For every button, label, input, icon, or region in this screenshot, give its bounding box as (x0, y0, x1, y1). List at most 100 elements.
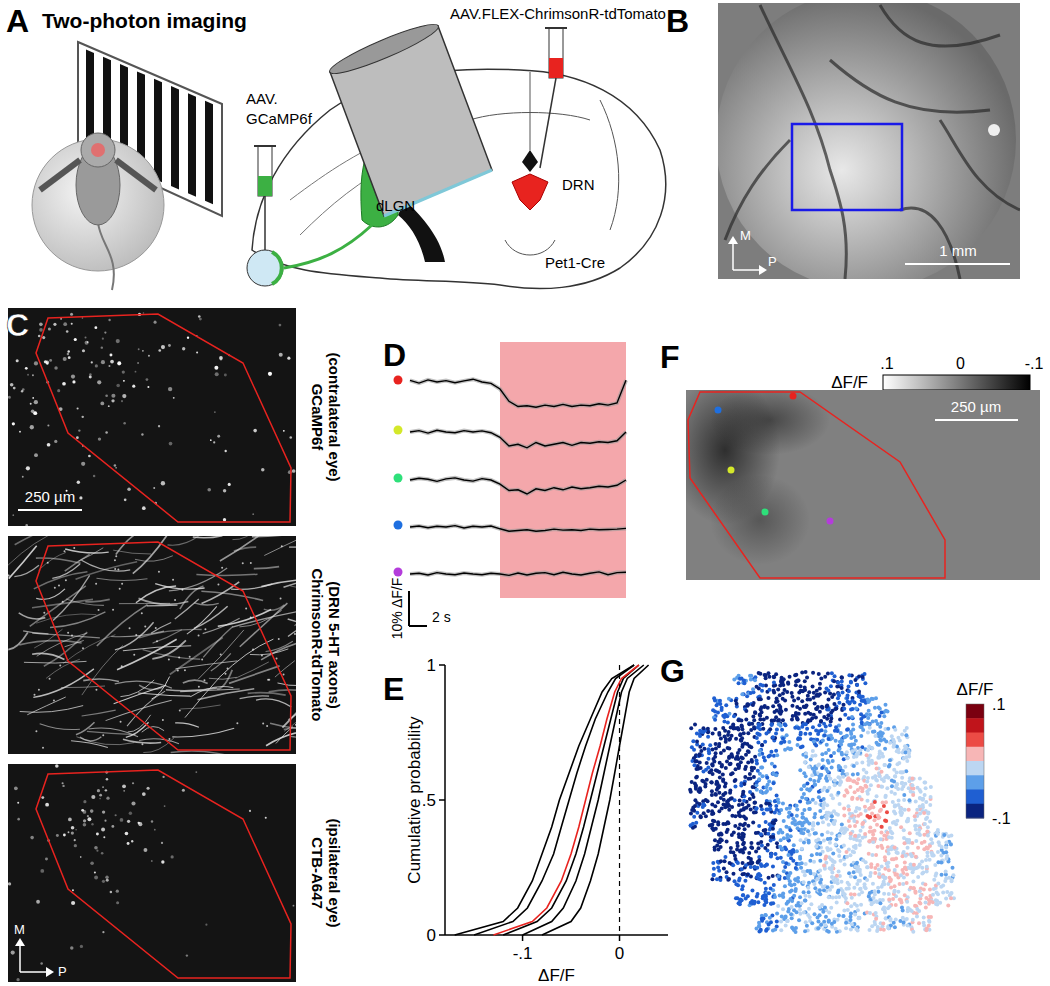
axon (155, 584, 204, 590)
cell-dot (691, 822, 695, 826)
cell-dot (811, 671, 815, 675)
cell-dot (695, 740, 699, 744)
speckle (100, 401, 104, 405)
roi-marker (394, 474, 403, 483)
cell-dot (768, 727, 772, 731)
axon (234, 547, 256, 551)
cell-dot (800, 795, 804, 799)
cell-dot (900, 781, 904, 785)
speckle (155, 627, 157, 629)
region-label: dLGN (376, 197, 415, 214)
cell-dot (815, 738, 819, 742)
cell-dot (793, 673, 797, 677)
cell-dot (706, 765, 710, 769)
cell-dot (777, 710, 781, 714)
arrowhead (728, 236, 738, 244)
cell-dot (840, 675, 844, 679)
speckle (114, 568, 116, 570)
cell-dot (771, 735, 775, 739)
cell-dot (875, 778, 879, 782)
cell-dot (852, 701, 856, 705)
cell-dot (731, 771, 735, 775)
axon (123, 739, 161, 743)
cell-dot (855, 752, 859, 756)
cell-dot (790, 695, 794, 699)
cell-dot (777, 801, 781, 805)
cell-dot (699, 749, 703, 753)
cell-dot (774, 749, 778, 753)
cell-dot (781, 697, 785, 701)
speckle (224, 673, 226, 675)
speckle (97, 789, 100, 792)
cell-dot (824, 776, 828, 780)
cell-dot (856, 772, 860, 776)
speckle (187, 336, 189, 338)
cell (820, 748, 846, 776)
grating-stripe (205, 101, 213, 204)
colorbar-tick-label: -.1 (992, 810, 1011, 827)
axon (113, 550, 151, 554)
scale-bar-label: 250 µm (25, 488, 75, 505)
cell-dot (841, 691, 845, 695)
cell-dot (779, 740, 783, 744)
panel-letter: A (6, 3, 29, 39)
speckle (184, 669, 186, 671)
speckle (224, 373, 227, 376)
cell-dot (752, 801, 756, 805)
cell-dot (887, 765, 891, 769)
cell-dot (816, 694, 820, 698)
axon (198, 630, 244, 679)
head-bar (40, 160, 80, 190)
cell-dot (874, 696, 878, 700)
speckle (177, 670, 179, 672)
speckle (85, 341, 89, 345)
speckle (67, 632, 69, 634)
speckle (198, 686, 200, 688)
cell-dot (761, 684, 765, 688)
speckle (116, 889, 119, 892)
cell-dot (808, 718, 812, 722)
cell-dot (839, 779, 843, 783)
scale-bar-label: 1 mm (939, 242, 977, 259)
cell-dot (863, 681, 867, 685)
cell (733, 800, 757, 827)
micrograph (8, 764, 296, 982)
speckle (182, 789, 185, 792)
speckle (101, 360, 105, 364)
arrowhead (15, 938, 25, 946)
cell-dot (770, 736, 774, 740)
cell-dot (840, 686, 844, 690)
cell-dot (720, 763, 724, 767)
speckle (17, 802, 19, 804)
cell-dot (903, 729, 907, 733)
cell-dot (762, 718, 766, 722)
speckle (102, 734, 104, 736)
cell-dot (695, 731, 699, 735)
cell-dot (702, 779, 706, 783)
cell-dot (772, 689, 776, 693)
cell-dot (783, 722, 787, 726)
speckle (199, 318, 202, 321)
trace (410, 572, 626, 576)
cell-dot (817, 729, 821, 733)
cell-dot (694, 783, 698, 787)
cell (843, 722, 868, 751)
vessel (830, 60, 990, 112)
head-bar (116, 160, 156, 190)
cell-dot (693, 759, 697, 763)
axon (203, 618, 240, 633)
speckle (93, 475, 95, 477)
speckle (219, 356, 223, 360)
cell-dot (743, 822, 747, 826)
speckle (132, 782, 134, 784)
cell-dot (804, 774, 808, 778)
speckle (111, 399, 114, 402)
cell-dot (721, 726, 725, 730)
axon (147, 604, 178, 606)
cell-dot (878, 738, 882, 742)
axon (170, 638, 223, 675)
cell-dot (753, 755, 757, 759)
cell-dot (836, 775, 840, 779)
cell-dot (738, 732, 742, 736)
cell-dot (739, 756, 743, 760)
